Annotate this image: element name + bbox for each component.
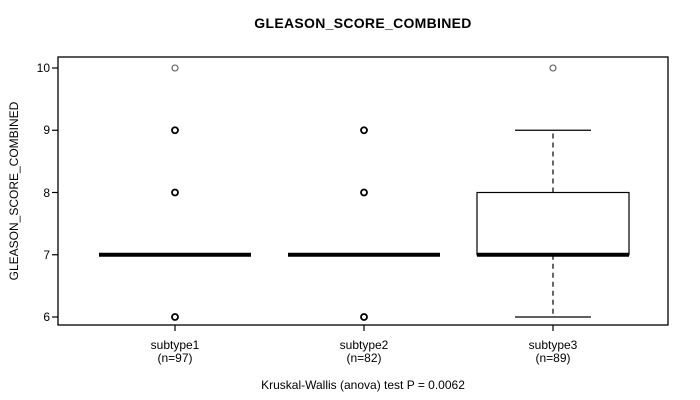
y-tick-label: 10: [36, 61, 50, 75]
plot-frame: [57, 56, 669, 326]
y-tick-label: 6: [43, 310, 50, 324]
chart-title: GLEASON_SCORE_COMBINED: [254, 15, 472, 31]
group-label-subtype2: subtype2 (n=82): [294, 339, 434, 365]
group-name: subtype1: [150, 338, 200, 352]
outlier-point-subtype3: [549, 64, 557, 72]
group-label-subtype1: subtype1 (n=97): [105, 339, 245, 365]
y-tick-label: 9: [43, 123, 50, 138]
group-sample-size: (n=97): [157, 351, 193, 365]
group-name: subtype3: [528, 338, 578, 352]
outlier-point-subtype1: [171, 313, 179, 321]
outlier-point-subtype1: [171, 126, 179, 135]
statistical-test-footnote: Kruskal-Wallis (anova) test P = 0.0062: [261, 378, 465, 392]
outlier-point-subtype1: [171, 188, 179, 197]
group-name: subtype2: [339, 338, 389, 352]
outlier-point-subtype1: [171, 64, 179, 72]
outlier-point-subtype2: [360, 313, 368, 321]
outlier-point-subtype2: [360, 188, 368, 197]
y-tick-label: 8: [43, 185, 50, 200]
outlier-point-subtype2: [360, 126, 368, 135]
group-sample-size: (n=89): [535, 351, 571, 365]
iqr-box-subtype3: [476, 191, 630, 256]
group-label-subtype3: subtype3 (n=89): [483, 339, 623, 365]
y-tick-label: 7: [43, 247, 50, 262]
group-sample-size: (n=82): [346, 351, 382, 365]
